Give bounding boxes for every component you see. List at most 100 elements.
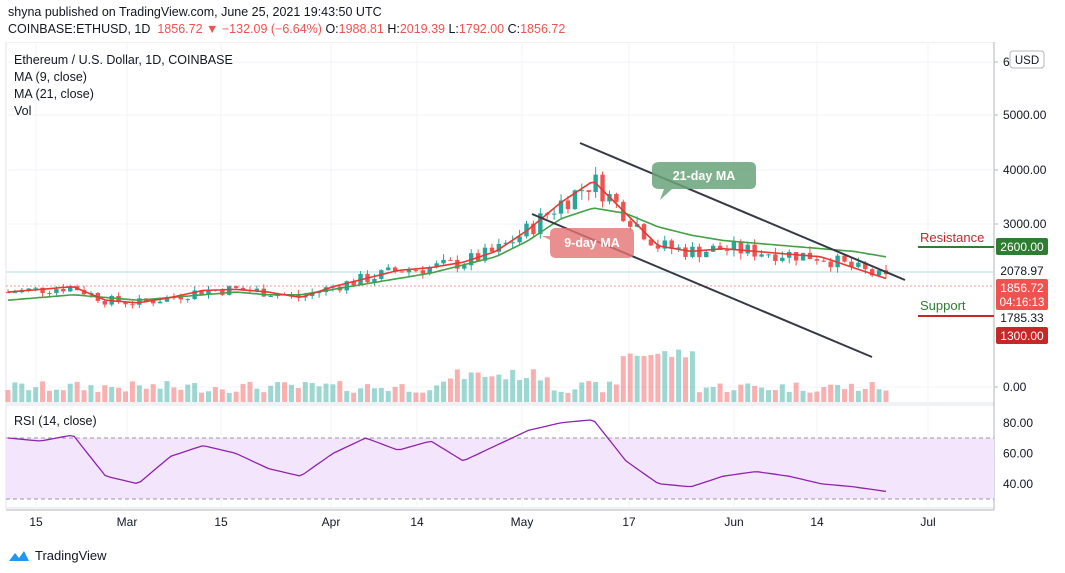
candle-body	[579, 190, 585, 192]
candle-body	[538, 213, 543, 235]
candle-body	[731, 241, 737, 251]
volume-bar	[316, 386, 322, 402]
candle-body	[344, 281, 349, 291]
ma9-callout-bubble	[542, 228, 634, 258]
volume-bar	[544, 377, 550, 402]
candle-body	[123, 301, 128, 305]
candle-body	[420, 270, 426, 274]
candle-body	[717, 245, 723, 250]
tradingview-icon	[9, 550, 29, 561]
volume-bar	[579, 382, 585, 402]
rsi-tick-label: 40.00	[1003, 477, 1033, 491]
candle-body	[316, 292, 322, 294]
volume-bar	[593, 382, 599, 402]
volume-bar	[88, 385, 94, 402]
volume-bar	[109, 387, 115, 402]
candle-body	[496, 243, 502, 252]
last-price-tag-bg	[996, 279, 1048, 310]
resistance-label: Resistance	[920, 230, 984, 245]
volume-bar	[150, 384, 156, 402]
candle-body	[81, 290, 87, 295]
volume-bar	[212, 387, 218, 402]
main-pane	[5, 42, 995, 404]
time-tick-label: 15	[214, 515, 228, 529]
candle-body	[268, 296, 273, 298]
candle-body	[745, 244, 750, 254]
candle-body	[676, 247, 681, 249]
resistance-price-tag: 2600.00	[996, 238, 1048, 255]
volume-bar	[468, 372, 474, 402]
candle-body	[199, 290, 204, 295]
currency-button[interactable]: USD	[1009, 50, 1045, 69]
volume-bar	[95, 391, 101, 402]
volume-bar	[738, 384, 744, 402]
ma21-callout[interactable]: 21-day MA	[652, 162, 756, 200]
volume-bar	[178, 389, 184, 402]
volume-bar	[337, 381, 343, 402]
volume-bar	[199, 392, 205, 402]
volume-bar	[378, 387, 384, 402]
volume-bar	[786, 391, 792, 402]
volume-bar	[102, 385, 108, 402]
ma21-callout-bubble	[652, 162, 756, 200]
level-1785-price-tag: 1785.33	[996, 310, 1048, 326]
volume-bar	[81, 390, 87, 402]
channel-upper-line[interactable]	[579, 142, 906, 281]
candle-body	[759, 254, 764, 257]
candle-body	[572, 190, 578, 210]
level-2078-tag-bg	[996, 262, 1048, 279]
volume-bar	[254, 388, 260, 402]
candle-body	[434, 263, 439, 268]
candle-body	[309, 293, 315, 296]
candle-body	[33, 287, 38, 289]
volume-bar	[759, 387, 765, 402]
volume-bar	[330, 384, 336, 402]
gridlines	[6, 42, 994, 508]
candle-body	[586, 190, 591, 193]
volume-bar	[475, 372, 481, 402]
candle-body	[766, 254, 771, 256]
ma9-line	[7, 181, 887, 304]
time-tick-label: Apr	[322, 515, 341, 529]
volume-bar	[648, 355, 654, 402]
volume-bar	[185, 384, 191, 402]
volume-bar	[461, 379, 467, 402]
volume-bar	[33, 387, 39, 402]
candle-body	[814, 259, 820, 261]
volume-bar	[309, 383, 315, 402]
candle-body	[206, 289, 211, 295]
candle-body	[406, 270, 412, 273]
candle-body	[150, 300, 156, 304]
volume-bar	[295, 388, 301, 402]
resistance-tag-bg	[996, 238, 1048, 255]
volume-bar	[772, 390, 778, 402]
volume-bar	[351, 392, 357, 402]
candle-body	[614, 194, 619, 202]
candle-body	[558, 200, 564, 214]
legend-title: Ethereum / U.S. Dollar, 1D, COINBASE	[14, 53, 233, 67]
volume-bar	[731, 390, 737, 402]
tradingview-logo[interactable]: TradingView	[8, 548, 107, 563]
ma9-callout[interactable]: 9-day MA	[542, 228, 634, 258]
volume-bar	[40, 381, 46, 402]
candle-body	[61, 288, 66, 292]
publish-info: shyna published on TradingView.com, June…	[8, 5, 382, 19]
legend-vol: Vol	[14, 104, 31, 118]
countdown-text: 04:16:13	[1000, 297, 1045, 309]
volume-bar	[517, 379, 523, 402]
chart-header: shyna published on TradingView.com, June…	[0, 0, 1065, 42]
price-tick-label: 3000.00	[1003, 217, 1047, 231]
volume-bar	[157, 388, 163, 402]
down-arrow-icon: ▼	[206, 22, 219, 36]
symbol: COINBASE:ETHUSD, 1D	[8, 22, 151, 36]
volume-bar	[551, 390, 557, 402]
volume-bar	[745, 383, 751, 402]
volume-bar	[392, 386, 398, 402]
time-tick-label: Jun	[724, 515, 743, 529]
candle-body	[351, 281, 356, 286]
ma21-callout-text: 21-day MA	[673, 169, 736, 183]
volume-bar	[67, 383, 73, 402]
volume-bar	[696, 392, 702, 402]
volume-bar	[662, 351, 668, 402]
